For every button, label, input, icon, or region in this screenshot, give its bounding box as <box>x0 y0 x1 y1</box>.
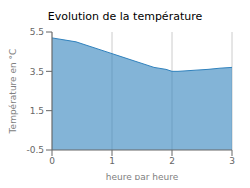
svg-text:-0.5: -0.5 <box>26 145 44 155</box>
svg-text:1.5: 1.5 <box>30 106 44 116</box>
svg-text:5.5: 5.5 <box>30 27 44 37</box>
html-text:Evolution de la température: Evolution de la température <box>47 10 203 23</box>
svg-text:Température en °C: Température en °C <box>8 49 18 135</box>
svg-text:3: 3 <box>229 156 235 166</box>
svg-text:1: 1 <box>109 156 115 166</box>
svg-text:3.5: 3.5 <box>30 67 44 77</box>
svg-text:2: 2 <box>169 156 175 166</box>
svg-text:heure par heure: heure par heure <box>106 172 179 180</box>
svg-text:0: 0 <box>49 156 55 166</box>
